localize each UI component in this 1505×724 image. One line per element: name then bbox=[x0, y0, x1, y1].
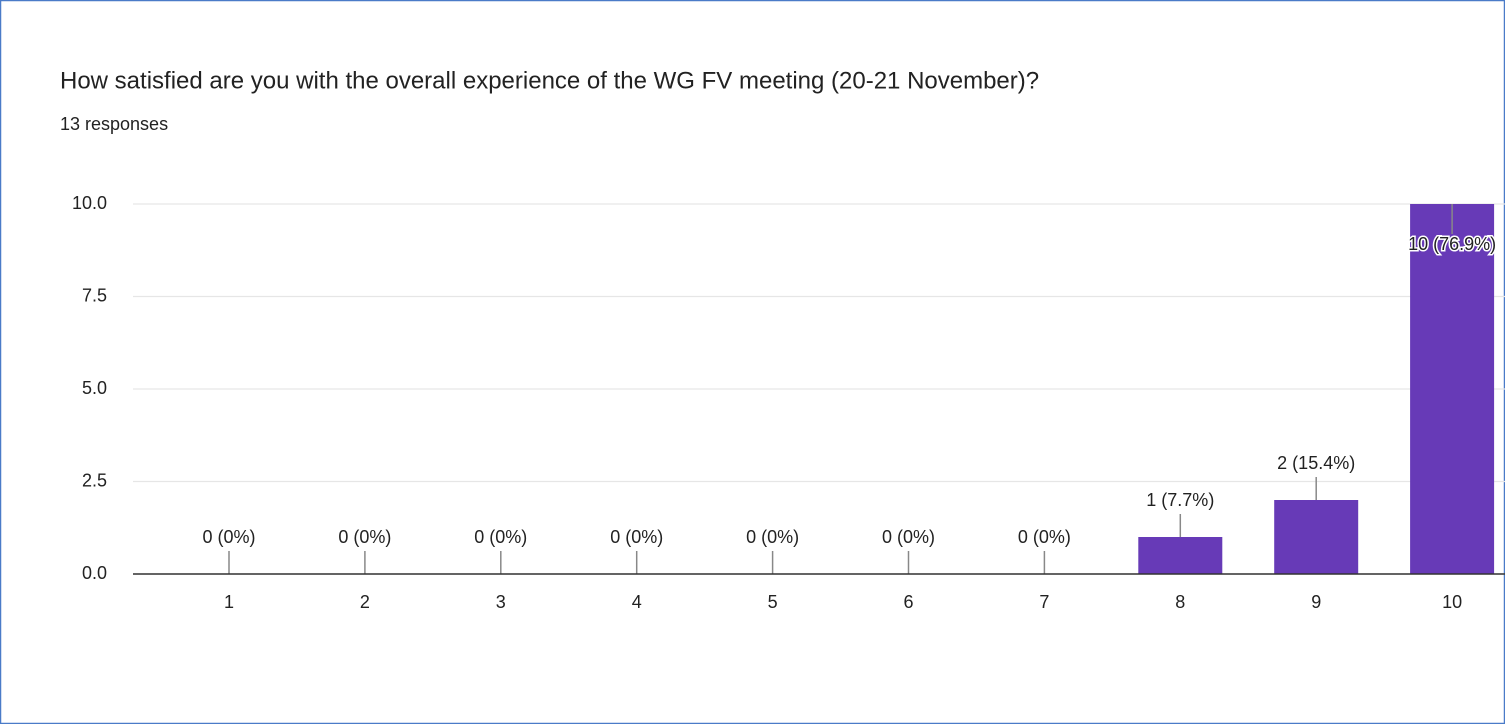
x-tick-label: 2 bbox=[360, 592, 370, 612]
chart-title: How satisfied are you with the overall e… bbox=[60, 67, 1039, 94]
value-label: 0 (0%) bbox=[746, 527, 799, 547]
value-label: 0 (0%) bbox=[1018, 527, 1071, 547]
value-label: 0 (0%) bbox=[474, 527, 527, 547]
value-label: 0 (0%) bbox=[202, 527, 255, 547]
x-tick-label: 4 bbox=[632, 592, 642, 612]
x-tick-label: 10 bbox=[1442, 592, 1462, 612]
y-tick-label: 0.0 bbox=[82, 563, 107, 583]
value-label: 0 (0%) bbox=[338, 527, 391, 547]
bar bbox=[1274, 500, 1359, 574]
chart-subtitle: 13 responses bbox=[60, 114, 168, 134]
x-tick-label: 6 bbox=[903, 592, 913, 612]
value-label: 0 (0%) bbox=[610, 527, 663, 547]
value-label: 10 (76.9%) bbox=[1408, 234, 1496, 254]
x-tick-label: 7 bbox=[1039, 592, 1049, 612]
y-tick-label: 7.5 bbox=[82, 285, 107, 305]
value-label: 1 (7.7%) bbox=[1146, 490, 1214, 510]
x-tick-label: 1 bbox=[224, 592, 234, 612]
x-tick-label: 3 bbox=[496, 592, 506, 612]
bar bbox=[1410, 204, 1495, 574]
value-label: 2 (15.4%) bbox=[1277, 453, 1355, 473]
x-tick-label: 8 bbox=[1175, 592, 1185, 612]
y-tick-label: 2.5 bbox=[82, 470, 107, 490]
x-tick-label: 9 bbox=[1311, 592, 1321, 612]
x-tick-label: 5 bbox=[768, 592, 778, 612]
value-label: 0 (0%) bbox=[882, 527, 935, 547]
y-tick-label: 10.0 bbox=[72, 193, 107, 213]
y-tick-label: 5.0 bbox=[82, 378, 107, 398]
bar bbox=[1138, 537, 1223, 574]
